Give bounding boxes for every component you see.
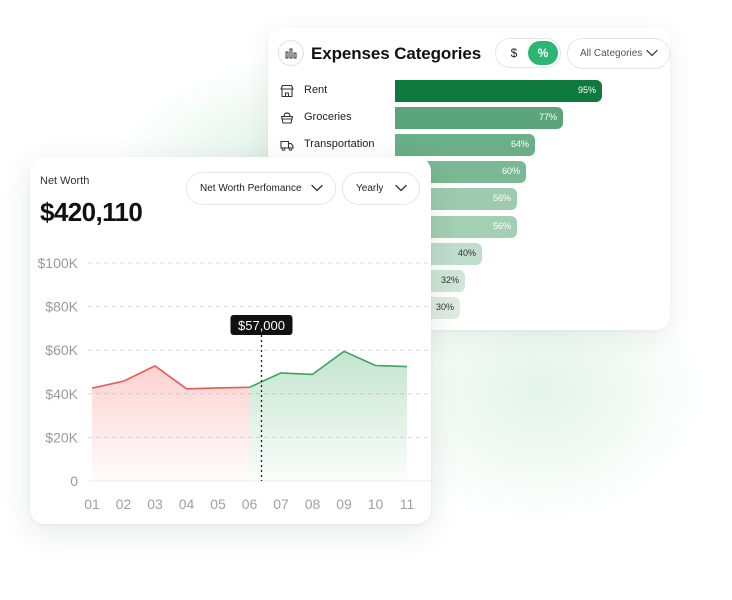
chevron-down-icon <box>646 49 658 57</box>
expense-bar: 64% <box>395 134 535 156</box>
bar-chart-icon <box>278 40 304 66</box>
series-line-after <box>249 350 408 389</box>
expense-row-label: Transportation <box>304 138 375 150</box>
x-tick-label: 02 <box>116 496 132 512</box>
performance-dropdown-label: Net Worth Perfomance <box>200 183 302 194</box>
x-tick-label: 07 <box>273 496 289 512</box>
chevron-down-icon <box>395 184 407 192</box>
y-tick-label: 0 <box>70 473 78 489</box>
expense-row-groceries: Groceries 77% <box>280 107 660 129</box>
x-tick-label: 03 <box>147 496 163 512</box>
expense-bar-value: 64% <box>510 139 529 149</box>
expense-bar-value: 32% <box>440 275 459 285</box>
x-tick-label: 01 <box>84 496 100 512</box>
tooltip-value: $57,000 <box>238 318 285 333</box>
red-area <box>92 365 250 481</box>
dollar-toggle-button[interactable]: $ <box>510 46 518 60</box>
expense-bar: 95% <box>395 80 602 102</box>
expense-bar-value: 77% <box>538 112 557 122</box>
net-worth-label: Net Worth <box>40 175 90 187</box>
x-tick-label: 06 <box>242 496 258 512</box>
net-worth-chart: $100K $80K $60K $40K $20K 0 01 02 03 04 05 06 07 08 09… <box>38 255 431 512</box>
expenses-header: Expenses Categories $ % All Categories <box>278 38 670 70</box>
expense-row-label: Rent <box>304 84 328 96</box>
category-filter-label: All Categories <box>580 48 643 59</box>
expense-bar: 77% <box>395 107 563 129</box>
expense-row-rent: Rent 95% <box>280 80 660 102</box>
x-tick-label: 04 <box>179 496 195 512</box>
expenses-title: Expenses Categories <box>311 44 482 63</box>
expense-row-label: Groceries <box>304 111 352 123</box>
y-tick-label: $60K <box>45 342 78 358</box>
expense-bar-value: 56% <box>492 193 511 203</box>
period-dropdown[interactable]: Yearly <box>342 172 420 205</box>
net-worth-value: $420,110 <box>40 197 143 227</box>
percent-toggle-button[interactable]: % <box>528 41 558 65</box>
y-tick-label: $100K <box>38 255 79 271</box>
y-tick-label: $40K <box>45 386 78 402</box>
truck-icon <box>280 140 294 151</box>
y-tick-label: $20K <box>45 429 78 445</box>
storefront-icon <box>280 84 294 98</box>
x-tick-label: 08 <box>305 496 321 512</box>
chevron-down-icon <box>311 184 323 192</box>
x-tick-label: 10 <box>368 496 384 512</box>
category-filter-dropdown[interactable]: All Categories <box>567 38 670 69</box>
net-worth-card: Net Worth $420,110 Net Worth Perfomance … <box>30 157 431 524</box>
expense-bar-value: 40% <box>457 248 476 258</box>
expense-bar-value: 56% <box>492 221 511 231</box>
x-tick-label: 09 <box>336 496 352 512</box>
x-tick-label: 11 <box>400 496 415 512</box>
expense-bar-value: 95% <box>577 85 596 95</box>
series-line-before <box>91 365 250 390</box>
performance-dropdown[interactable]: Net Worth Perfomance <box>186 172 336 205</box>
green-area <box>249 351 407 481</box>
y-tick-label: $80K <box>45 299 78 315</box>
currency-percent-toggle: $ % <box>495 38 561 68</box>
period-dropdown-label: Yearly <box>356 183 384 194</box>
x-tick-label: 05 <box>210 496 226 512</box>
expense-row-transportation: Transportation 64% <box>280 134 660 156</box>
tooltip-box <box>230 315 293 335</box>
basket-icon <box>280 112 294 124</box>
expense-bar-value: 30% <box>435 302 454 312</box>
expense-bar-value: 60% <box>501 166 520 176</box>
